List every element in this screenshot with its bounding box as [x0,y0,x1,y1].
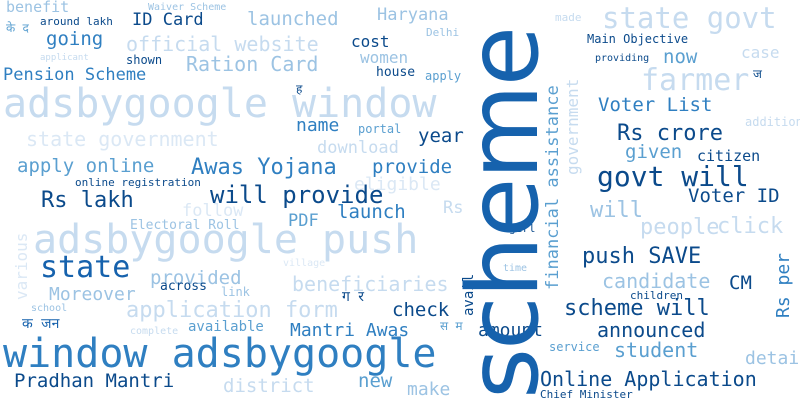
word-id-card: ID Card [132,10,204,30]
word-main-objective: Main Objective [587,32,689,46]
word-chief-minister: Chief Minister [540,388,633,400]
word-amount: amount [478,320,544,341]
word-awas-yojana: Awas Yojana [191,155,337,180]
word-rs-crore: Rs crore [617,121,723,146]
word-various: various [12,232,31,300]
word-across: across [160,279,207,294]
word-providing: providing [595,53,650,64]
word-application-form: application form [126,298,338,323]
word-scheme-will: scheme will [564,296,710,321]
word-complete: complete [130,326,179,337]
word-announced: announced [597,318,706,342]
word-devanagari-2: ह [296,82,303,96]
word-provided: provided [150,267,242,289]
word-case: case [741,43,780,62]
word-candidate: candidate [602,269,711,293]
word-rs-lakh: Rs lakh [41,188,134,213]
word-rs-per: Rs per [773,252,794,318]
word-student: student [614,338,699,362]
word-addition: addition [745,115,800,129]
word-house: house [376,65,416,80]
word-going: going [46,28,104,50]
word-eligible: eligible [354,174,441,195]
word-girl: girl [509,222,536,235]
word-benefit: benefit [6,0,70,16]
word-will: will [590,198,643,223]
word-online-registration: online registration [75,176,201,189]
word-adsbygoogle-window: adsbygoogle window [3,81,437,127]
word-service: service [549,340,600,354]
word-beneficiaries: beneficiaries [292,272,449,296]
word-applicant: applicant [40,53,89,63]
word-govt-will: govt will [597,160,749,193]
word-adsbygoogle-push: adsbygoogle push [33,217,419,263]
word-ration-card: Ration Card [186,52,319,76]
word-make: make [407,379,451,400]
word-made: made [555,11,582,24]
word-haryana: Haryana [377,5,449,25]
word-village: village [283,258,326,269]
word-voter-list: Voter List [598,94,713,116]
word-portal: portal [358,122,402,136]
word-state-govt: state govt [602,1,777,35]
word-provide: provide [372,156,453,178]
word-school: school [31,303,68,314]
word-children: children [630,289,683,302]
word-online-application: Online Application [540,367,757,391]
word-devanagari-4: ग र [342,289,365,305]
word-window-adsbygoogle: window adsbygoogle [3,331,437,377]
word-devanagari-1: के द [6,21,29,35]
word-farmer: farmer [641,63,750,98]
word-mantri-awas: Mantri Awas [290,320,410,341]
word-new: new [358,370,393,392]
word-year: year [418,125,464,147]
word-voter-id: Voter ID [688,185,780,207]
word-state: state [40,250,131,285]
word-pradhan-mantri: Pradhan Mantri [14,370,175,392]
word-official-website: official website [126,32,319,56]
word-apply-online: apply online [17,155,155,177]
word-pdf: PDF [288,211,319,231]
word-detail: detail [745,348,800,369]
word-follow: follow [182,201,244,221]
word-devanagari-5: क जन [22,316,60,332]
word-citizen: citizen [697,147,761,165]
word-delhi: Delhi [426,26,460,39]
word-apply: apply [425,69,462,83]
word-given: given [625,141,683,163]
word-government: government [563,78,582,175]
word-push-save: push SAVE [582,244,702,269]
word-rs: Rs [443,198,464,218]
word-check: check [392,299,450,321]
word-time: time [503,263,528,274]
word-shown: shown [126,53,163,67]
word-district: district [223,375,315,397]
word-moreover: Moreover [49,284,136,305]
word-women: women [360,48,409,67]
word-devanagari-6: स म [440,319,463,333]
word-now: now [663,46,698,68]
word-link: link [221,285,250,299]
word-around-lakh: around lakh [40,15,113,28]
word-will-provide: will provide [210,181,384,209]
word-scheme: scheme [447,27,561,399]
word-launched: launched [247,8,339,30]
word-pension-scheme: Pension Scheme [3,65,147,85]
word-name: name [296,115,340,136]
word-click: click [717,214,784,239]
word-launch: launch [337,201,406,223]
word-people: people [640,215,720,240]
word-cost: cost [351,32,390,51]
word-download: download [317,138,399,158]
word-devanagari-3: ज [753,67,762,81]
word-electoral-roll: Electoral Roll [130,218,240,233]
word-available: available [188,319,264,335]
word-cm: CM [729,272,752,294]
word-state-government: state government [26,127,219,151]
word-waiver-scheme: Waiver Scheme [148,2,227,13]
